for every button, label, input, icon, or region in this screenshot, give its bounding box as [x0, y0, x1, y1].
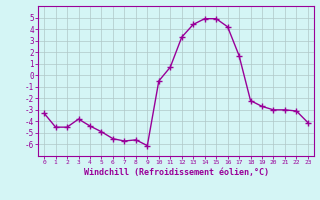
X-axis label: Windchill (Refroidissement éolien,°C): Windchill (Refroidissement éolien,°C) — [84, 168, 268, 177]
